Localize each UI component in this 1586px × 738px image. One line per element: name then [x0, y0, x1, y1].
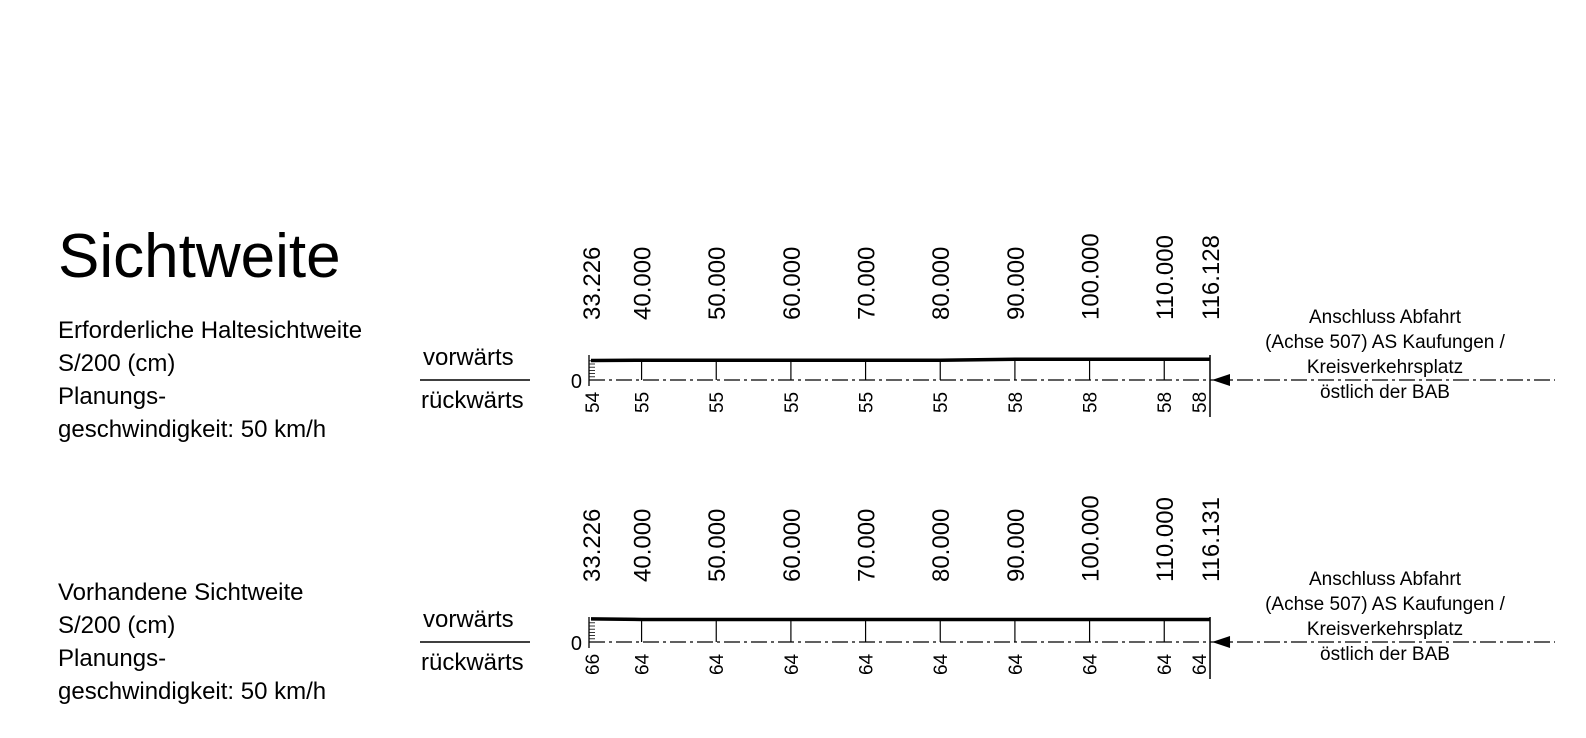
block1-forward-line [590, 357, 1210, 363]
block2-station-label: 40.000 [630, 509, 657, 582]
block1-zero-label: 0 [571, 371, 582, 393]
block2-backward-value: 64 [633, 653, 654, 675]
block2-backward-value: 64 [931, 653, 952, 675]
block1-desc-line4: geschwindigkeit: 50 km/h [58, 416, 327, 443]
block2-desc-line4: geschwindigkeit: 50 km/h [58, 678, 327, 705]
block1-note: Anschluss Abfahrt (Achse 507) AS Kaufung… [1225, 305, 1545, 405]
block2-desc-line1: Vorhandene Sichtweite [58, 579, 304, 606]
block1-station-label: 50.000 [704, 247, 731, 320]
block1-backward-value: 55 [707, 392, 728, 413]
block1-backward-value: 58 [1190, 392, 1211, 413]
block2-station-label: 33.226 [579, 509, 606, 582]
block2-station-label: 90.000 [1003, 509, 1030, 582]
block2-backward-value: 64 [857, 653, 878, 675]
block1-note-line4: östlich der BAB [1320, 382, 1450, 403]
block2-backward-value: 66 [583, 654, 604, 675]
block1-forward-label: vorwärts [423, 344, 514, 371]
block1-desc-line3: Planungs- [58, 383, 167, 410]
block2-direction-arrow [1212, 636, 1231, 648]
block1-note-line2: (Achse 507) AS Kaufungen / [1265, 332, 1505, 353]
block1-station-label: 40.000 [630, 247, 657, 320]
block1-desc-line2: S/200 (cm) [58, 350, 176, 377]
block2-note-line1: Anschluss Abfahrt [1308, 569, 1462, 590]
block2-zero-label: 0 [571, 633, 582, 655]
block2-station-label: 70.000 [854, 509, 881, 582]
block2-note: Anschluss Abfahrt (Achse 507) AS Kaufung… [1225, 567, 1545, 667]
block2-note-line3: Kreisverkehrsplatz [1306, 619, 1464, 640]
band-block-1: 0 33.226 54 40.000 55 50.000 55 60.000 55 70.000 5… [420, 233, 1555, 417]
block2-desc-line2: S/200 (cm) [58, 612, 176, 639]
block2-backward-value: 64 [707, 653, 728, 675]
block2-note-line4: östlich der BAB [1320, 644, 1450, 665]
block2-station-label: 80.000 [928, 509, 955, 582]
block2-backward-value: 64 [1006, 653, 1027, 675]
block2-station-label: 50.000 [704, 509, 731, 582]
block1-station-label: 100.000 [1078, 233, 1105, 320]
block1-backward-value: 58 [1155, 392, 1176, 413]
block2-station-label: 60.000 [779, 509, 806, 582]
block2-forward-label: vorwärts [423, 606, 514, 633]
block2-note-line2: (Achse 507) AS Kaufungen / [1265, 594, 1505, 615]
block1-station-label: 90.000 [1003, 247, 1030, 320]
block1-backward-value: 58 [1006, 392, 1027, 413]
block2-forward-line [590, 617, 1211, 622]
block1-station-label: 80.000 [928, 247, 955, 320]
block2-station-label: 110.000 [1152, 497, 1179, 582]
block1-backward-value: 54 [583, 391, 604, 413]
block1-backward-label: rückwärts [421, 387, 524, 414]
block1-desc-line1: Erforderliche Haltesichtweite [58, 317, 363, 344]
block1-backward-value: 55 [857, 392, 878, 413]
block1-backward-value: 55 [931, 392, 952, 413]
block2-station-label: 116.131 [1198, 497, 1225, 582]
block2-desc-line3: Planungs- [58, 645, 167, 672]
block2-station-label: 100.000 [1078, 495, 1105, 582]
block1-direction-arrow [1212, 374, 1230, 386]
page-title: Sichtweite [58, 222, 341, 291]
block2-backward-value: 64 [782, 653, 803, 675]
block1-backward-value: 55 [782, 392, 803, 413]
block1-station-label: 70.000 [854, 247, 881, 320]
block2-backward-value: 64 [1081, 653, 1102, 675]
block2-backward-value: 64 [1190, 653, 1211, 675]
block1-station-label: 33.226 [579, 247, 606, 320]
block1-station-label: 116.128 [1198, 235, 1225, 320]
block1-station-label: 60.000 [779, 247, 806, 320]
block1-backward-value: 55 [633, 392, 654, 413]
band-block-2: 0 33.226 66 40.000 64 50.000 64 60.000 64 70.000 6… [420, 495, 1555, 679]
block1-station-label: 110.000 [1152, 235, 1179, 320]
block2-backward-value: 64 [1155, 653, 1176, 675]
block1-backward-value: 58 [1081, 392, 1102, 413]
block1-note-line1: Anschluss Abfahrt [1308, 307, 1462, 328]
block2-backward-label: rückwärts [421, 649, 524, 676]
block1-note-line3: Kreisverkehrsplatz [1306, 357, 1464, 378]
